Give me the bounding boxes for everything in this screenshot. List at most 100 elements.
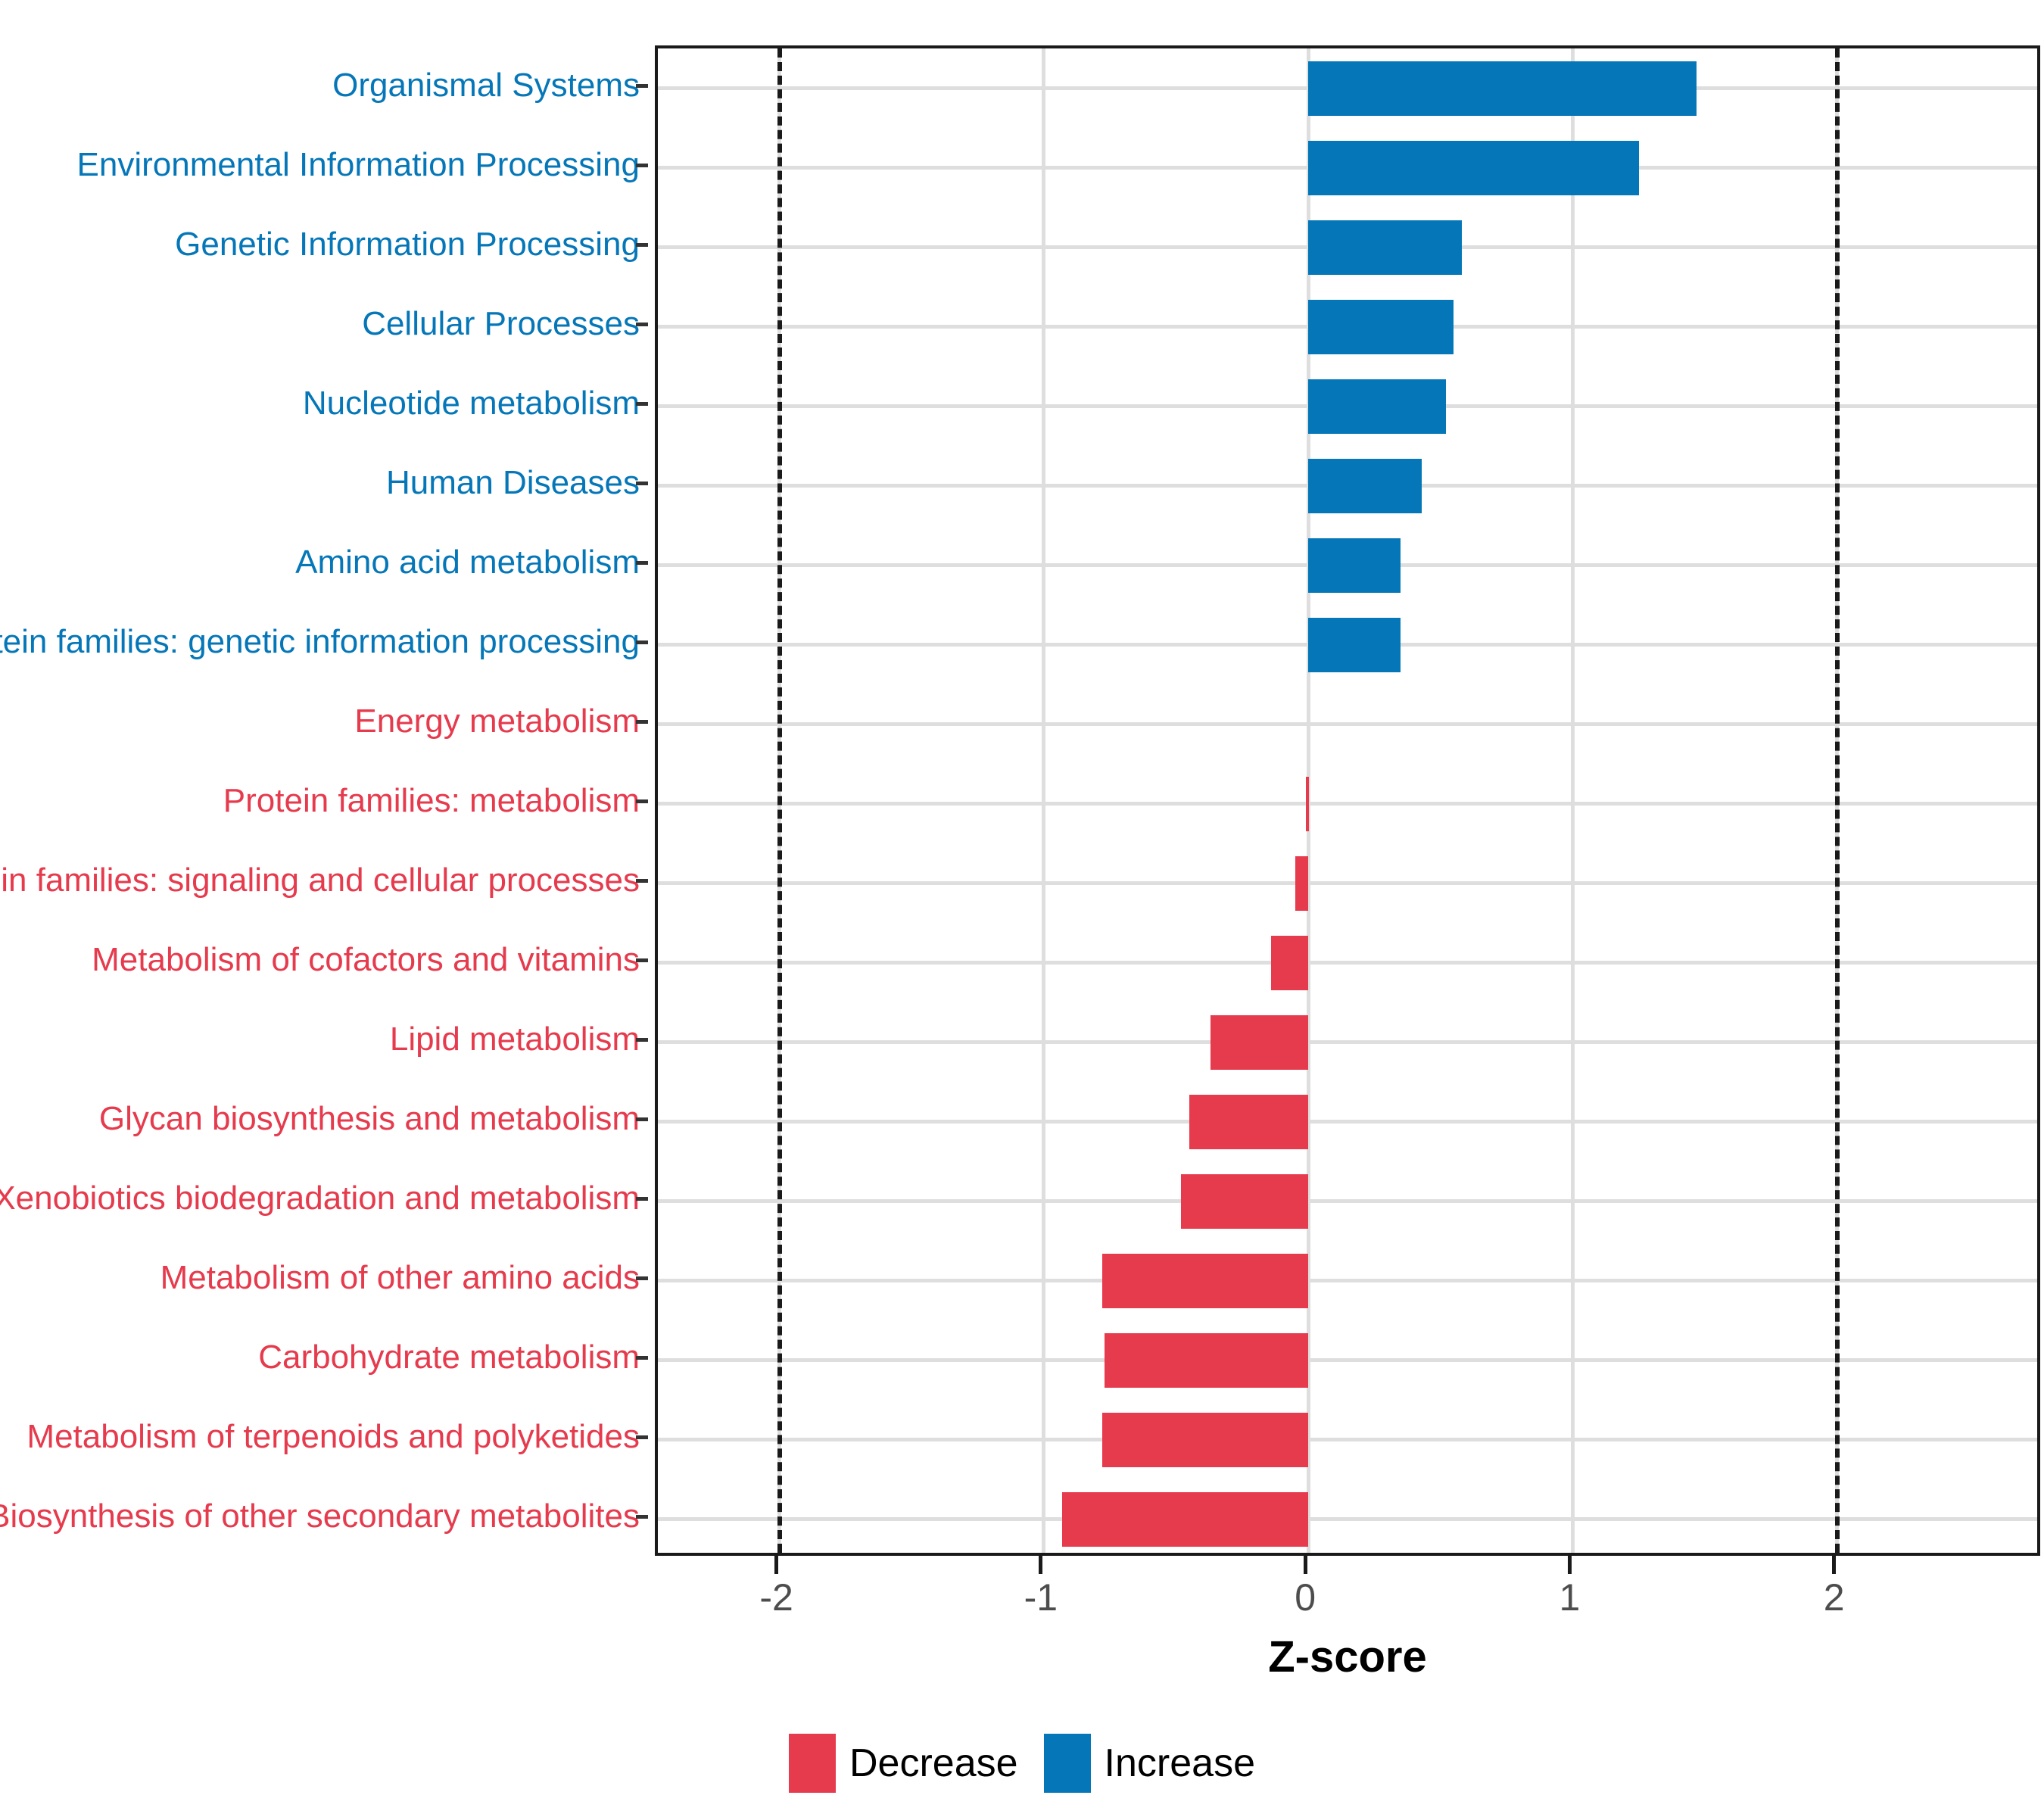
horizontal-gridline xyxy=(658,1517,2037,1521)
bar xyxy=(1308,220,1462,275)
y-axis-label: Cellular Processes xyxy=(362,304,640,342)
y-axis-label: Metabolism of cofactors and vitamins xyxy=(92,940,640,978)
bar xyxy=(1305,776,1309,831)
y-axis-labels: Organismal Systems Environmental Informat… xyxy=(0,45,648,1556)
y-axis-label-row: Energy metabolism xyxy=(0,681,648,761)
y-axis-label: Human Diseases xyxy=(385,463,640,501)
horizontal-gridline xyxy=(658,802,2037,806)
y-axis-tick xyxy=(636,560,648,565)
x-axis-tick-label: 1 xyxy=(1559,1576,1581,1619)
bar xyxy=(1101,1253,1309,1308)
horizontal-gridline xyxy=(658,1040,2037,1044)
horizontal-gridline xyxy=(658,722,2037,726)
legend-label: Decrease xyxy=(849,1741,1018,1785)
x-axis-tick xyxy=(774,1556,779,1574)
horizontal-gridline xyxy=(658,1199,2037,1203)
y-axis-label: Xenobiotics biodegradation and metabolis… xyxy=(0,1179,640,1217)
y-axis-tick xyxy=(636,878,648,883)
legend-swatch xyxy=(788,1734,836,1793)
y-axis-label: Genetic Information Processing xyxy=(175,225,640,263)
bar xyxy=(1189,1094,1309,1149)
vertical-gridline xyxy=(1042,48,1046,1553)
legend-item[interactable]: Decrease xyxy=(788,1734,1018,1793)
x-axis: -2 -1 0 1 2 xyxy=(655,1556,2040,1647)
y-axis-tick xyxy=(636,1355,648,1360)
bar xyxy=(1105,1332,1309,1388)
y-axis-tick xyxy=(636,958,648,962)
bar xyxy=(1308,299,1454,354)
bar xyxy=(1308,538,1401,593)
horizontal-gridline xyxy=(658,961,2037,965)
y-axis-tick xyxy=(636,83,648,88)
x-axis-title: Z-score xyxy=(1268,1632,1427,1681)
bar xyxy=(1101,1412,1309,1467)
y-axis-label: Metabolism of terpenoids and polyketides xyxy=(26,1417,640,1455)
y-axis-label-row: Metabolism of other amino acids xyxy=(0,1238,648,1317)
bar xyxy=(1308,140,1639,195)
x-axis-tick xyxy=(1039,1556,1043,1574)
y-axis-label-row: Lipid metabolism xyxy=(0,999,648,1079)
bar xyxy=(1210,1014,1309,1070)
y-axis-label-row: Genetic Information Processing xyxy=(0,204,648,284)
y-axis-tick xyxy=(636,1276,648,1280)
y-axis-tick xyxy=(636,640,648,644)
bar xyxy=(1181,1173,1309,1229)
y-axis-tick xyxy=(636,401,648,406)
y-axis-label-row: Protein families: genetic information pr… xyxy=(0,602,648,681)
y-axis-tick xyxy=(636,163,648,167)
y-axis-tick xyxy=(636,1196,648,1201)
x-axis-tick xyxy=(1567,1556,1572,1574)
legend: Decrease Increase xyxy=(0,1734,2044,1793)
y-axis-label-row: Xenobiotics biodegradation and metabolis… xyxy=(0,1158,648,1238)
horizontal-gridline xyxy=(658,1120,2037,1124)
legend-label: Increase xyxy=(1104,1741,1255,1785)
y-axis-label: Organismal Systems xyxy=(332,66,640,104)
y-axis-label: Carbohydrate metabolism xyxy=(258,1338,640,1376)
legend-swatch xyxy=(1043,1734,1091,1793)
y-axis-tick xyxy=(636,322,648,326)
bar xyxy=(1308,61,1697,116)
y-axis-label: Biosynthesis of other secondary metaboli… xyxy=(0,1497,640,1535)
x-axis-tick-label: 0 xyxy=(1295,1576,1316,1619)
y-axis-label: Lipid metabolism xyxy=(389,1020,640,1058)
y-axis-label-row: Nucleotide metabolism xyxy=(0,363,648,443)
y-axis-label: Metabolism of other amino acids xyxy=(160,1258,640,1296)
bar xyxy=(1308,617,1401,672)
bar xyxy=(1308,379,1446,434)
x-axis-tick xyxy=(1303,1556,1307,1574)
bar xyxy=(1062,1491,1309,1547)
y-axis-label-row: Metabolism of terpenoids and polyketides xyxy=(0,1397,648,1476)
y-axis-label-row: Carbohydrate metabolism xyxy=(0,1317,648,1397)
y-axis-label: Environmental Information Processing xyxy=(76,145,640,183)
y-axis-label-row: Biosynthesis of other secondary metaboli… xyxy=(0,1476,648,1556)
horizontal-gridline xyxy=(658,1358,2037,1362)
reference-line xyxy=(1834,48,1840,1553)
y-axis-label: Protein families: metabolism xyxy=(223,781,640,819)
y-axis-tick xyxy=(636,481,648,485)
y-axis-label: Protein families: genetic information pr… xyxy=(0,622,640,660)
y-axis-label-row: Organismal Systems xyxy=(0,45,648,125)
x-axis-tick-label: -1 xyxy=(1024,1576,1058,1619)
y-axis-tick xyxy=(636,719,648,724)
y-axis-label-row: Environmental Information Processing xyxy=(0,125,648,204)
reference-line xyxy=(777,48,782,1553)
vertical-gridline xyxy=(1570,48,1575,1553)
y-axis-label: Energy metabolism xyxy=(354,702,640,740)
legend-item[interactable]: Increase xyxy=(1043,1734,1255,1793)
horizontal-gridline xyxy=(658,1438,2037,1441)
bar xyxy=(1295,856,1309,911)
y-axis-label-row: Protein families: signaling and cellular… xyxy=(0,840,648,920)
y-axis-label-row: Protein families: metabolism xyxy=(0,761,648,840)
plot-panel xyxy=(655,45,2040,1556)
x-axis-tick xyxy=(1832,1556,1837,1574)
bar xyxy=(1308,458,1422,513)
y-axis-tick xyxy=(636,799,648,803)
y-axis-tick xyxy=(636,1514,648,1519)
y-axis-tick xyxy=(636,1117,648,1121)
x-axis-tick-label: 2 xyxy=(1823,1576,1845,1619)
horizontal-gridline xyxy=(658,881,2037,885)
y-axis-label: Protein families: signaling and cellular… xyxy=(0,861,640,899)
y-axis-label-row: Cellular Processes xyxy=(0,284,648,363)
y-axis-label: Amino acid metabolism xyxy=(295,543,640,581)
